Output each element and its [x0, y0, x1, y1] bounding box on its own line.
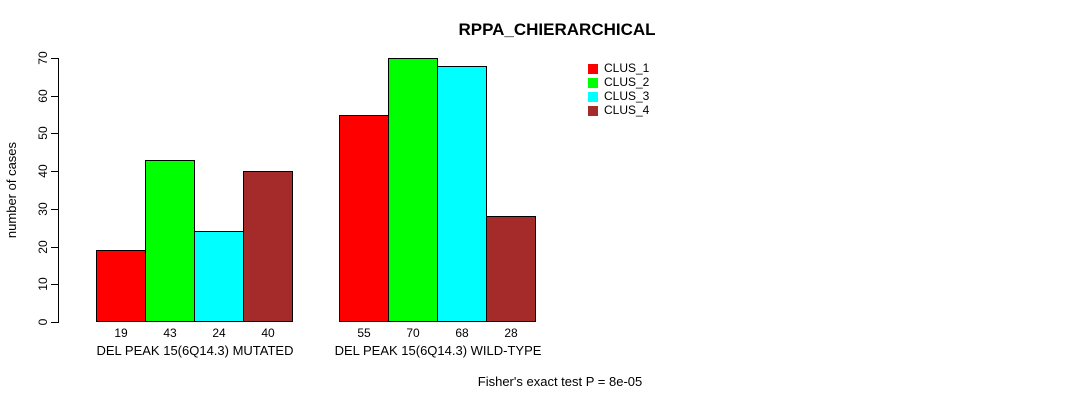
legend-swatch-icon [588, 63, 598, 74]
bar-value-label: 43 [163, 326, 177, 340]
legend-label: CLUS_1 [604, 61, 650, 75]
fisher-test-annotation: Fisher's exact test P = 8e-05 [477, 374, 643, 389]
y-tick-label: 10 [36, 277, 50, 291]
bar-clus_1 [339, 115, 389, 322]
bar-clus_2 [388, 58, 438, 322]
bar-value-label: 40 [261, 326, 275, 340]
bar-clus_4 [243, 171, 293, 322]
category-label: DEL PEAK 15(6Q14.3) MUTATED [96, 343, 294, 358]
legend-item: CLUS_4 [588, 104, 649, 117]
bar-clus_1 [96, 250, 146, 322]
y-tick-label: 60 [36, 89, 50, 103]
y-tick-label: 0 [36, 318, 50, 326]
y-tick [51, 322, 58, 323]
bar-clus_2 [145, 160, 195, 322]
bar-clus_4 [486, 216, 536, 322]
legend-swatch-icon [588, 77, 598, 88]
legend-item: CLUS_1 [588, 62, 649, 75]
y-tick [51, 284, 58, 285]
bar-value-label: 68 [455, 326, 469, 340]
y-tick [51, 247, 58, 248]
y-tick [51, 209, 58, 210]
bar-clus_3 [194, 231, 244, 322]
y-tick-label: 30 [36, 202, 50, 216]
legend-label: CLUS_2 [604, 75, 650, 89]
legend-item: CLUS_3 [588, 90, 649, 103]
bar-value-label: 19 [114, 326, 128, 340]
y-tick-label: 40 [36, 164, 50, 178]
y-tick [51, 171, 58, 172]
category-label: DEL PEAK 15(6Q14.3) WILD-TYPE [334, 343, 542, 358]
bar-value-label: 24 [212, 326, 226, 340]
bar-value-label: 70 [406, 326, 420, 340]
bar-clus_3 [437, 66, 487, 322]
y-tick-label: 20 [36, 240, 50, 254]
legend-item: CLUS_2 [588, 76, 649, 89]
y-tick-label: 50 [36, 126, 50, 140]
y-axis-line [58, 58, 59, 323]
chart-title: RPPA_CHIERARCHICAL [458, 20, 656, 39]
legend-swatch-icon [588, 91, 598, 102]
legend-label: CLUS_4 [604, 103, 650, 117]
y-tick-label: 70 [36, 51, 50, 65]
y-tick [51, 96, 58, 97]
bar-value-label: 55 [357, 326, 371, 340]
y-tick [51, 133, 58, 134]
legend: CLUS_1 CLUS_2 CLUS_3 CLUS_4 [588, 62, 649, 118]
y-tick [51, 58, 58, 59]
legend-swatch-icon [588, 105, 598, 116]
bar-value-label: 28 [504, 326, 518, 340]
legend-label: CLUS_3 [604, 89, 650, 103]
